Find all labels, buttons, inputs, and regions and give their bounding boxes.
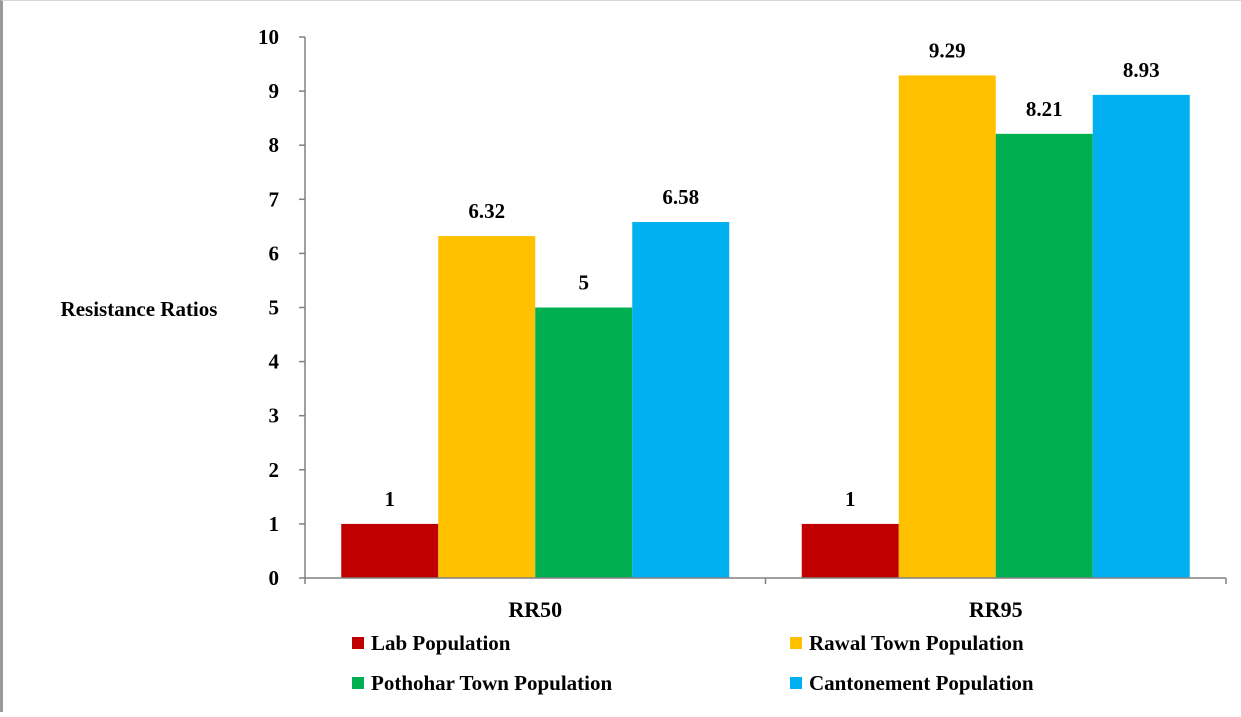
legend-label: Rawal Town Population [809,631,1024,655]
bars [341,75,1190,579]
bar-value-label: 1 [385,487,396,511]
legend-swatch [352,677,364,689]
data-labels: 1 6.32 5 6.58 1 9.29 8.21 8.93 [385,38,1160,510]
bar-value-label: 8.93 [1123,58,1160,82]
bar-pothohar-town-population-rr95 [995,133,1093,579]
x-category-label: RR95 [969,597,1023,622]
bar-value-label: 6.58 [662,185,699,209]
legend-swatch [790,677,802,689]
y-axis-label: Resistance Ratios [61,297,218,321]
bar-rawal-town-population-rr95 [898,75,996,578]
bar-cantonement-population-rr50 [632,222,730,578]
y-tick-label: 10 [258,25,279,49]
bar-lab-population-rr95 [801,523,899,578]
y-tick-label: 8 [269,133,280,157]
y-tick-label: 2 [269,458,280,482]
legend-label: Lab Population [371,631,511,655]
legend-swatch [352,637,364,649]
bar-pothohar-town-population-rr50 [535,307,633,578]
bar-value-label: 6.32 [468,199,505,223]
bar-value-label: 5 [579,271,590,295]
legend: Lab Population Rawal Town Population Potho… [352,631,1034,695]
bar-value-label: 8.21 [1026,97,1063,121]
y-axis-ticks: 0 1 2 3 4 5 6 7 8 9 10 [258,25,305,590]
bar-value-label: 1 [845,487,856,511]
y-tick-label: 4 [269,350,280,374]
legend-label: Pothohar Town Population [371,671,613,695]
bar-chart: Resistance Ratios 0 1 2 3 4 5 6 7 8 9 10 1 6.32 5 6.5… [61,25,1227,695]
y-tick-label: 7 [269,187,280,211]
bar-rawal-town-population-rr50 [438,236,536,578]
y-tick-label: 0 [269,566,280,590]
legend-swatch [790,637,802,649]
x-category-label: RR50 [508,597,562,622]
y-tick-label: 6 [269,241,280,265]
bar-value-label: 9.29 [929,38,966,62]
y-tick-label: 3 [269,404,280,428]
y-tick-label: 1 [269,512,280,536]
bar-cantonement-population-rr95 [1092,94,1190,579]
y-tick-label: 5 [269,296,280,320]
y-tick-label: 9 [269,79,280,103]
bar-lab-population-rr50 [341,523,439,578]
x-axis-ticks: RR50 RR95 [304,578,1227,622]
legend-label: Cantonement Population [809,671,1034,695]
